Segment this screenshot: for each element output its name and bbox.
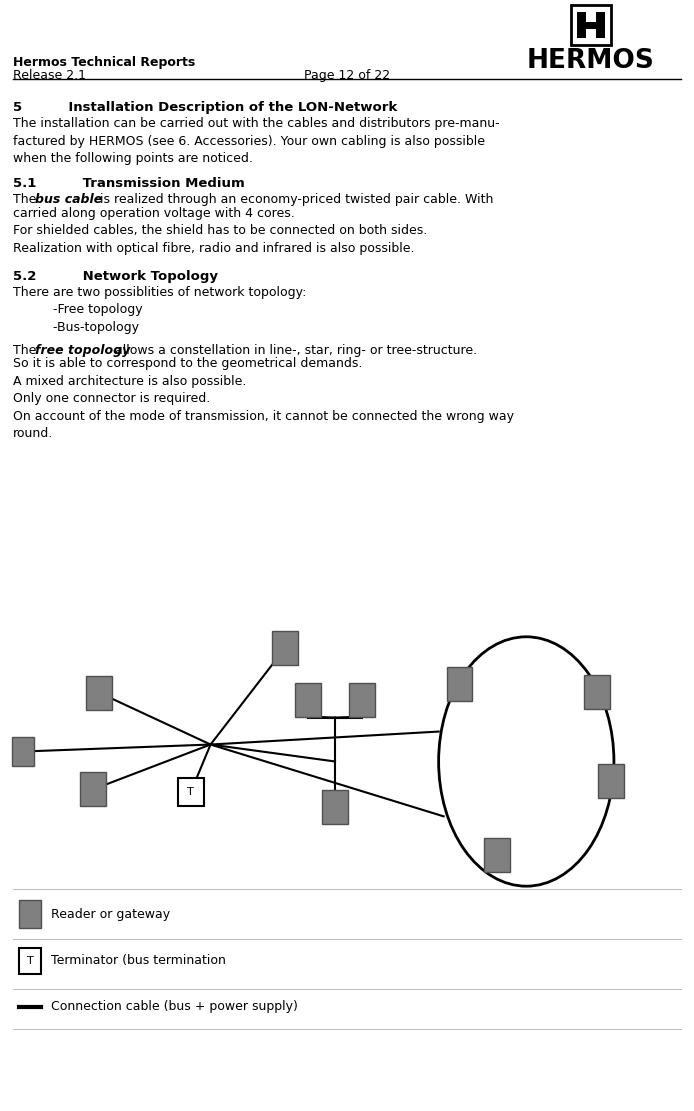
Text: Release 2.1: Release 2.1 [13, 69, 86, 82]
Text: Page 12 of 22: Page 12 of 22 [304, 69, 390, 82]
Bar [586, 22, 596, 29]
Bar [86, 675, 112, 710]
Bar [484, 839, 510, 872]
Bar [596, 12, 605, 38]
Text: The installation can be carried out with the cables and distributors pre-manu-
f: The installation can be carried out with… [13, 117, 500, 166]
Text: Terminator (bus termination: Terminator (bus termination [51, 954, 226, 968]
Text: Hermos Technical Reports: Hermos Technical Reports [13, 57, 196, 69]
Text: carried along operation voltage with 4 cores.
For shielded cables, the shield ha: carried along operation voltage with 4 c… [13, 207, 428, 254]
Text: 5          Installation Description of the LON-Network: 5 Installation Description of the LON-Ne… [13, 101, 398, 114]
Bar [80, 772, 106, 807]
Bar [295, 682, 321, 717]
Text: Connection cable (bus + power supply): Connection cable (bus + power supply) [51, 1000, 298, 1013]
Bar [178, 779, 203, 807]
Text: T: T [27, 955, 33, 965]
Bar [12, 737, 34, 767]
Text: The: The [13, 343, 41, 357]
Bar [19, 900, 41, 928]
Text: There are two possiblities of network topology:
          -Free topology
       : There are two possiblities of network to… [13, 286, 307, 333]
Bar [349, 682, 375, 717]
Text: allows a constellation in line-, star, ring- or tree-structure.: allows a constellation in line-, star, r… [111, 343, 477, 357]
Bar [571, 6, 611, 46]
Text: free topology: free topology [35, 343, 130, 357]
Bar [577, 12, 586, 38]
Bar [447, 667, 473, 701]
Text: HERMOS: HERMOS [527, 48, 655, 74]
Text: bus cable: bus cable [35, 193, 103, 206]
Bar [584, 674, 610, 709]
Text: The: The [13, 193, 41, 206]
Bar [272, 631, 298, 664]
Text: So it is able to correspond to the geometrical demands.
A mixed architecture is : So it is able to correspond to the geome… [13, 358, 514, 440]
Bar [322, 790, 348, 824]
Text: 5.2          Network Topology: 5.2 Network Topology [13, 270, 219, 282]
Bar [19, 948, 41, 974]
Text: Reader or gateway: Reader or gateway [51, 908, 170, 921]
Text: T: T [187, 788, 194, 798]
Ellipse shape [439, 637, 614, 887]
Bar [598, 764, 624, 799]
Text: 5.1          Transmission Medium: 5.1 Transmission Medium [13, 177, 245, 190]
Text: is realized through an economy-priced twisted pair cable. With: is realized through an economy-priced tw… [96, 193, 493, 206]
